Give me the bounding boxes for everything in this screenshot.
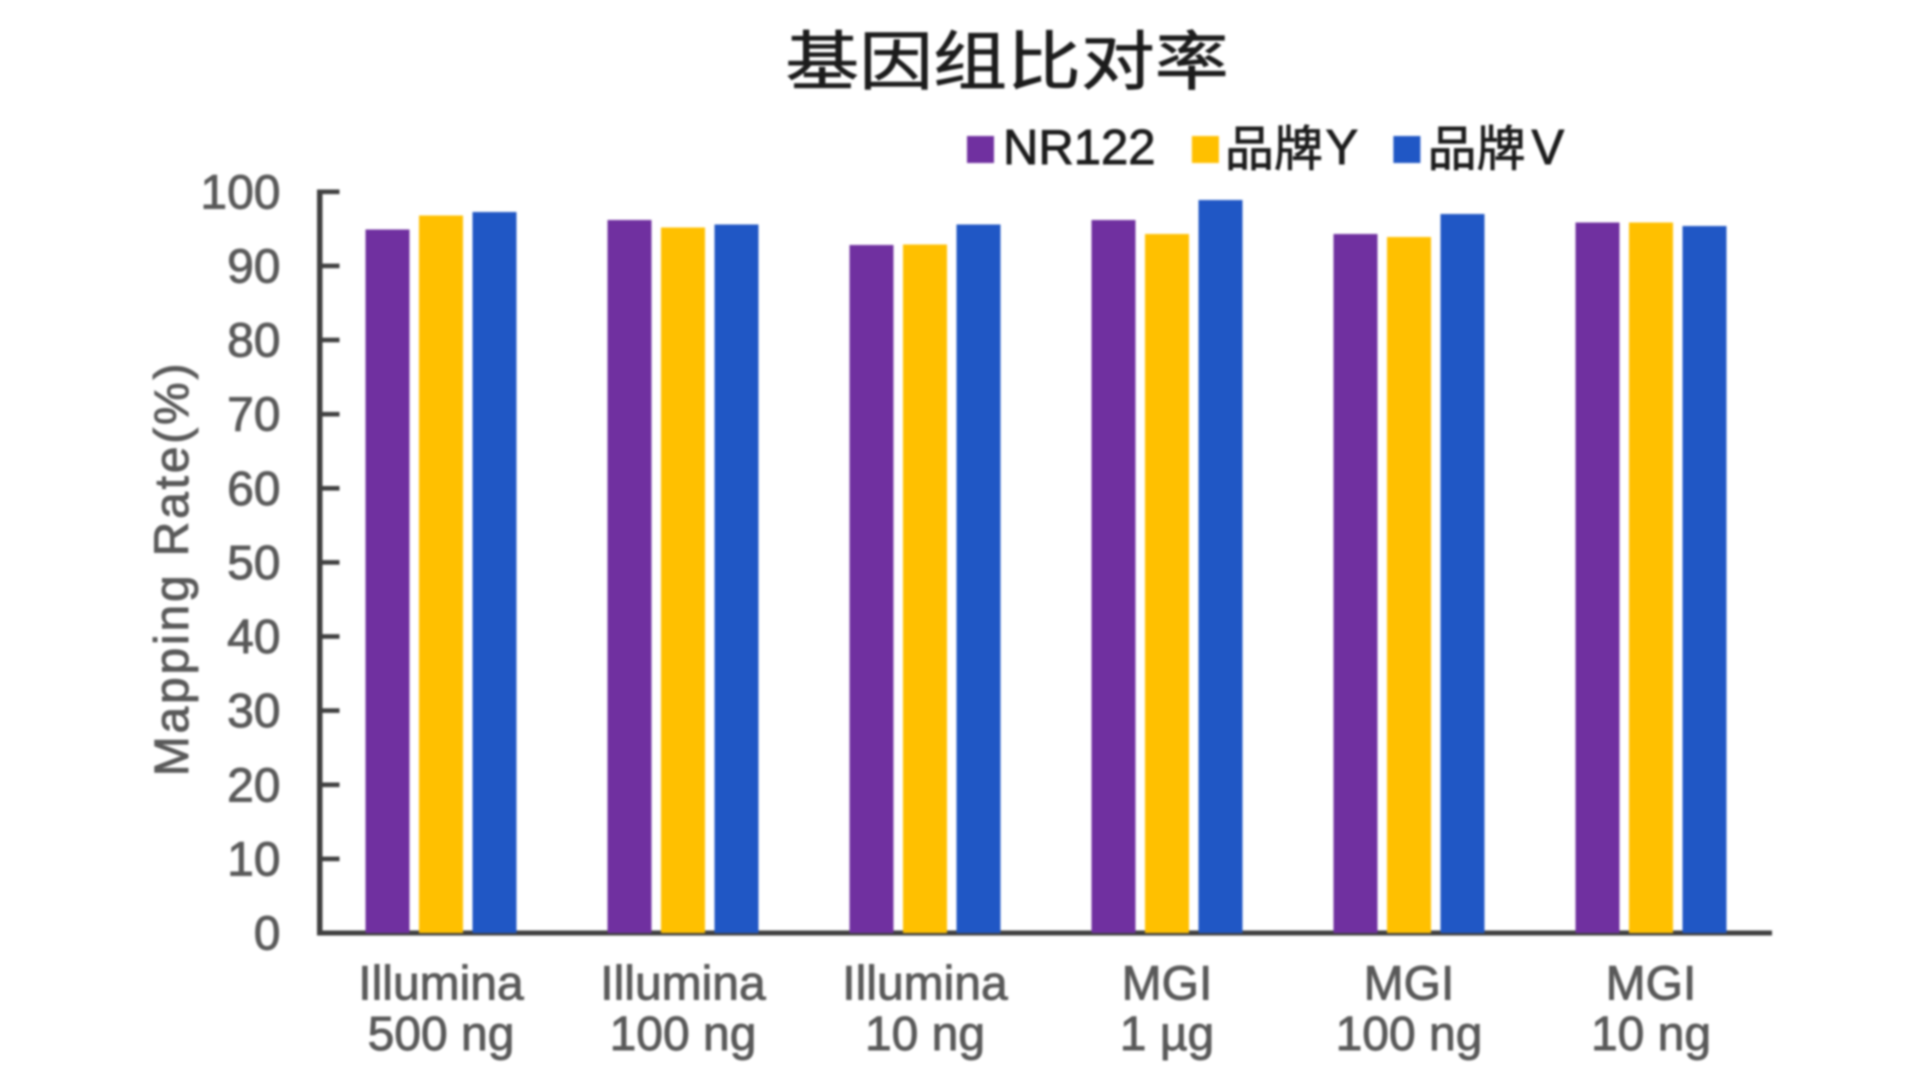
svg-text:MGI: MGI xyxy=(1606,958,1697,1011)
svg-text:80: 80 xyxy=(227,315,280,368)
svg-text:90: 90 xyxy=(227,240,280,293)
svg-text:Illumina: Illumina xyxy=(842,958,1008,1011)
svg-text:V: V xyxy=(1532,121,1565,175)
svg-text:20: 20 xyxy=(227,759,280,812)
svg-text:Mapping Rate(%): Mapping Rate(%) xyxy=(146,361,199,777)
svg-text:1 µg: 1 µg xyxy=(1120,1008,1214,1061)
svg-text:Illumina: Illumina xyxy=(358,958,524,1011)
svg-text:60: 60 xyxy=(227,463,280,516)
svg-text:Y: Y xyxy=(1326,121,1359,175)
svg-text:30: 30 xyxy=(227,685,280,738)
svg-text:50: 50 xyxy=(227,537,280,590)
svg-text:0: 0 xyxy=(254,908,281,961)
svg-text:10 ng: 10 ng xyxy=(1591,1008,1711,1061)
svg-text:Illumina: Illumina xyxy=(600,958,766,1011)
svg-text:NR122: NR122 xyxy=(1003,121,1156,175)
svg-text:MGI: MGI xyxy=(1364,958,1455,1011)
svg-text:500 ng: 500 ng xyxy=(368,1008,515,1061)
svg-text:10: 10 xyxy=(227,833,280,886)
svg-text:100 ng: 100 ng xyxy=(1336,1008,1483,1061)
svg-text:100 ng: 100 ng xyxy=(610,1008,757,1061)
svg-text:70: 70 xyxy=(227,389,280,442)
svg-text:40: 40 xyxy=(227,611,280,664)
svg-text:MGI: MGI xyxy=(1122,958,1213,1011)
svg-text:100: 100 xyxy=(200,166,280,219)
svg-text:10 ng: 10 ng xyxy=(865,1008,985,1061)
